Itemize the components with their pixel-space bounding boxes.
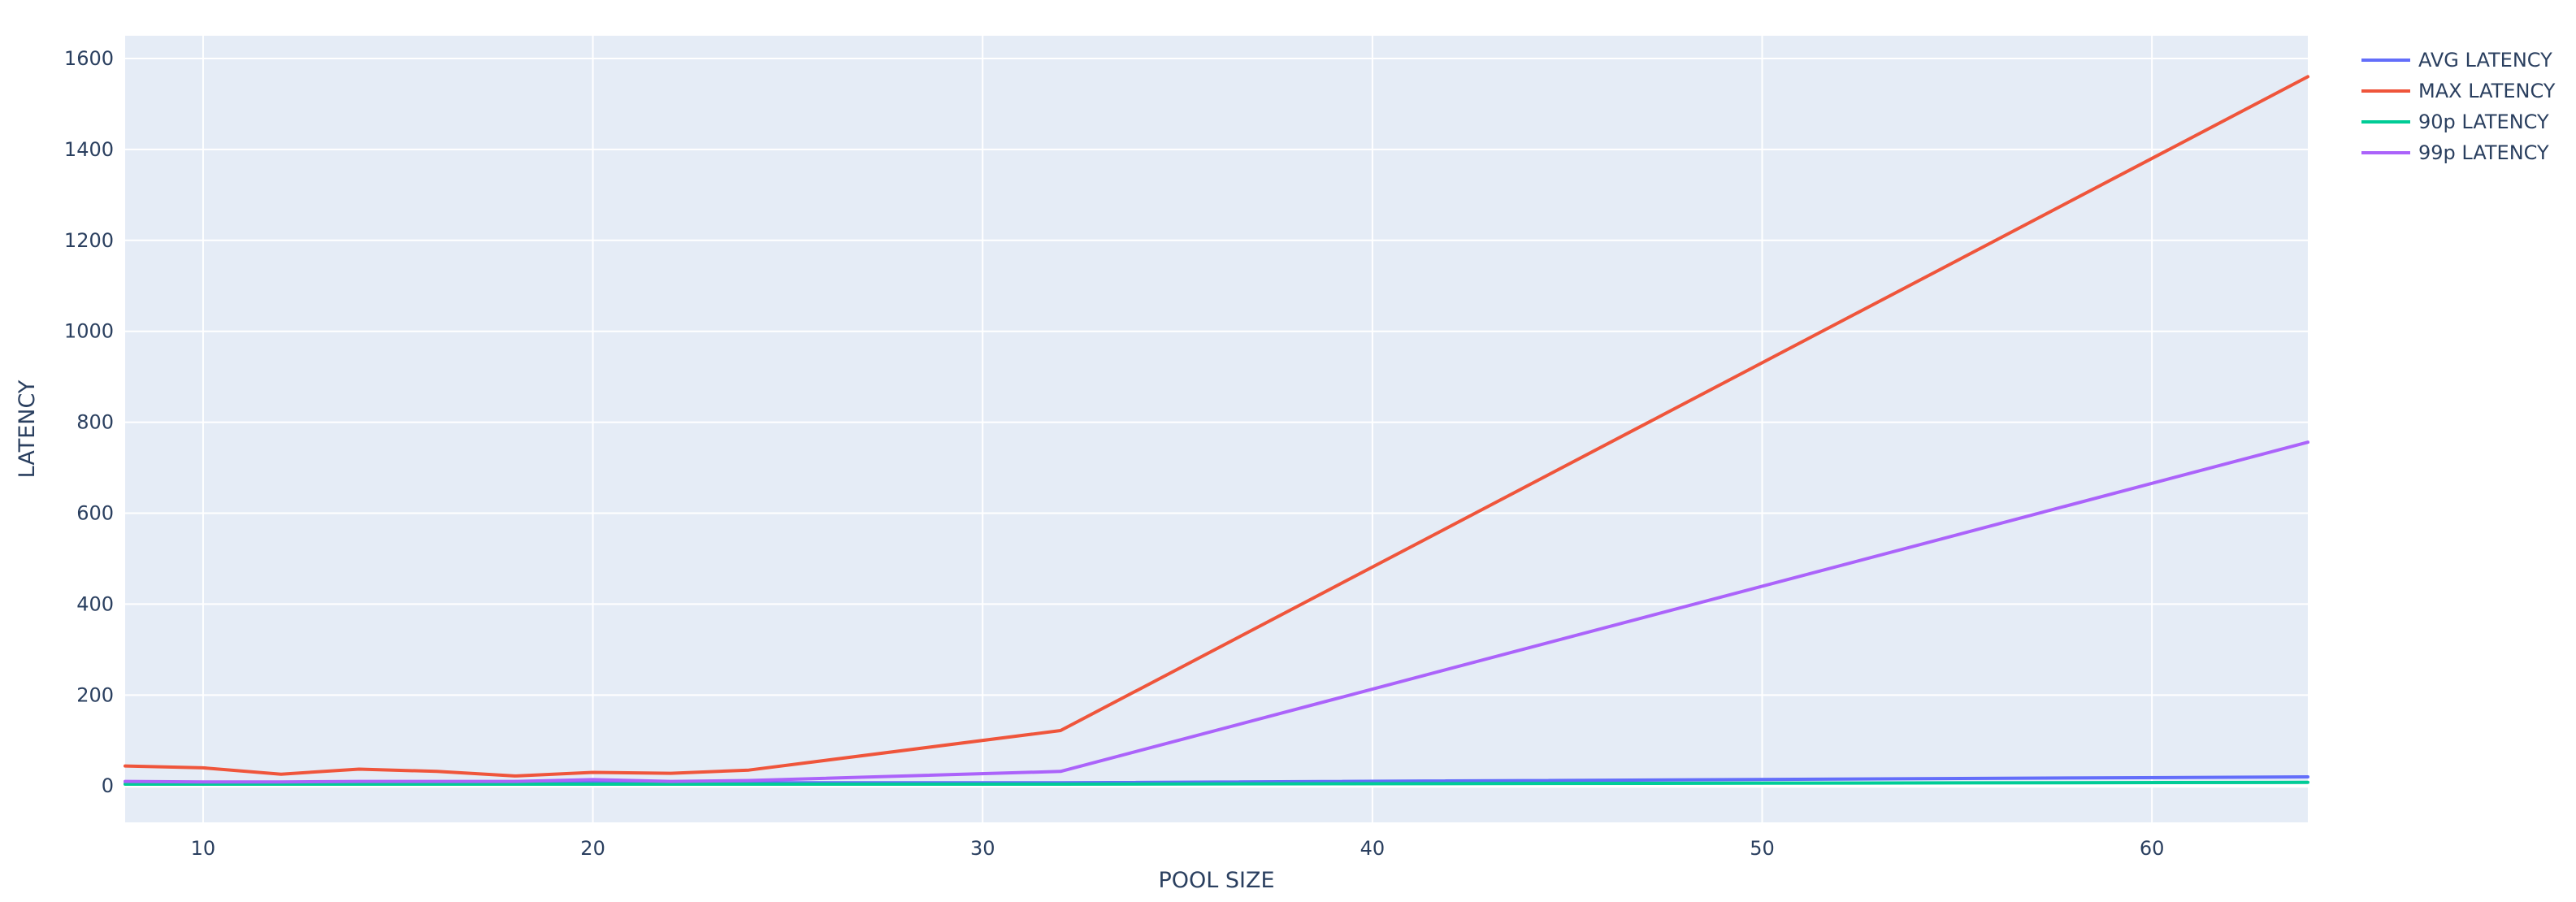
y-tick-label: 400 — [76, 592, 114, 615]
legend: AVG LATENCY MAX LATENCY 90p LATENCY 99p LAT… — [2361, 49, 2556, 164]
legend-item[interactable]: 90p LATENCY — [2361, 111, 2549, 133]
x-tick-label: 60 — [2140, 837, 2165, 860]
legend-item[interactable]: 99p LATENCY — [2361, 141, 2549, 164]
x-tick-label: 30 — [970, 837, 995, 860]
y-axis-title: LATENCY — [15, 379, 40, 478]
x-tick-label: 50 — [1750, 837, 1775, 860]
y-tick-label: 1000 — [64, 320, 114, 343]
legend-label: AVG LATENCY — [2418, 49, 2552, 72]
series-line-4 — [124, 440, 2309, 784]
x-tick-label: 40 — [1360, 837, 1386, 860]
x-tick-label: 20 — [580, 837, 605, 860]
series-line-3 — [124, 780, 2309, 786]
y-tick-label: 200 — [76, 683, 114, 706]
x-axis-title: POOL SIZE — [1158, 868, 1274, 893]
y-tick-labels: 0 200 400 600 800 1000 1200 1400 1600 — [64, 47, 114, 797]
x-tick-labels: 10 20 30 40 50 60 — [191, 837, 2165, 860]
plot-area — [125, 36, 2308, 822]
legend-label: 99p LATENCY — [2418, 141, 2549, 164]
y-gridlines — [125, 57, 2308, 696]
series-line-2 — [124, 75, 2309, 778]
y-tick-label: 1400 — [64, 138, 114, 161]
legend-label: 90p LATENCY — [2418, 111, 2549, 133]
y-tick-label: 800 — [76, 411, 114, 434]
legend-item[interactable]: AVG LATENCY — [2361, 49, 2552, 72]
legend-item[interactable]: MAX LATENCY — [2361, 80, 2556, 102]
series-lines — [124, 75, 2309, 786]
y-tick-label: 1600 — [64, 47, 114, 70]
x-gridlines — [202, 36, 2153, 822]
legend-label: MAX LATENCY — [2418, 80, 2556, 102]
y-tick-label: 1200 — [64, 229, 114, 252]
x-tick-label: 10 — [191, 837, 216, 860]
y-tick-label: 0 — [102, 774, 114, 797]
y-tick-label: 600 — [76, 502, 114, 525]
